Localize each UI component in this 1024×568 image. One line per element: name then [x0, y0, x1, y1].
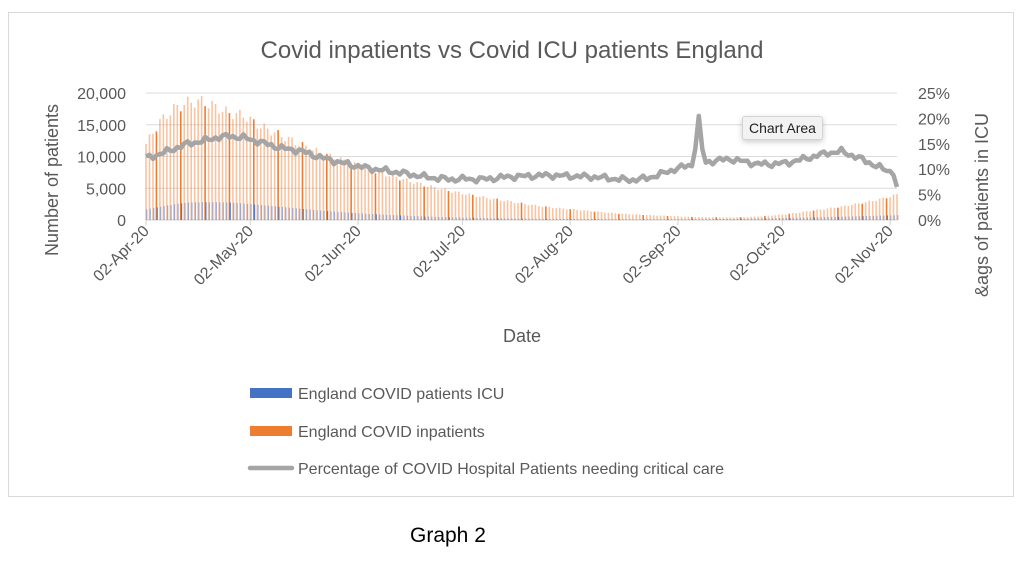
y-tick-label: 5,000 [86, 181, 126, 198]
inpatients-bars [145, 96, 898, 220]
y2-tick-label: 5% [918, 188, 941, 205]
chart-area[interactable] [8, 12, 1014, 497]
x-axis-label: Date [503, 326, 541, 346]
legend-label: England COVID patients ICU [298, 386, 504, 403]
y2-axis-ticks: 0% 5% 10% 15% 20% 25% [918, 86, 950, 230]
y2-tick-label: 10% [918, 162, 950, 179]
legend-label: England COVID inpatients [298, 424, 485, 441]
x-tick-label: 02-Apr-20 [90, 223, 152, 285]
y-tick-label: 10,000 [77, 150, 126, 167]
percentage-line-group [145, 113, 900, 188]
y2-tick-label: 20% [918, 111, 950, 128]
chart-title: Covid inpatients vs Covid ICU patients E… [261, 37, 764, 64]
x-tick-label: 02-Oct-20 [727, 223, 789, 285]
x-tick-label: 02-May-20 [191, 223, 257, 289]
gridlines [146, 92, 897, 221]
percentage-line [145, 113, 900, 188]
legend-swatch [250, 426, 292, 436]
y2-tick-label: 0% [918, 213, 941, 230]
x-tick-label: 02-Sep-20 [620, 223, 685, 288]
y-tick-label: 0 [117, 213, 126, 230]
y-axis-label: Number of patients [42, 104, 62, 256]
y2-tick-label: 15% [918, 137, 950, 154]
tooltip: Chart Area [742, 116, 823, 140]
caption: Graph 2 [410, 524, 486, 547]
x-tick-label: 02-Jul-20 [410, 223, 469, 282]
y-tick-label: 15,000 [77, 118, 126, 135]
legend: England COVID patients ICU England COVID … [247, 386, 724, 478]
x-axis-ticks: 02-Apr-20 02-May-20 02-Jun-20 02-Jul-20 02-A… [90, 220, 897, 289]
icu-bars [146, 202, 899, 220]
x-tick-label: 02-Jun-20 [302, 223, 365, 286]
y-axis-ticks: 0 5,000 10,000 15,000 20,000 [77, 86, 126, 230]
x-tick-label: 02-Aug-20 [512, 223, 577, 288]
y2-tick-label: 25% [918, 86, 950, 103]
legend-swatch [250, 388, 292, 398]
y-tick-label: 20,000 [77, 86, 126, 103]
x-tick-label: 02-Nov-20 [832, 223, 897, 288]
y2-axis-label: &ags of patients in ICU [972, 113, 992, 297]
legend-label: Percentage of COVID Hospital Patients ne… [298, 461, 724, 478]
